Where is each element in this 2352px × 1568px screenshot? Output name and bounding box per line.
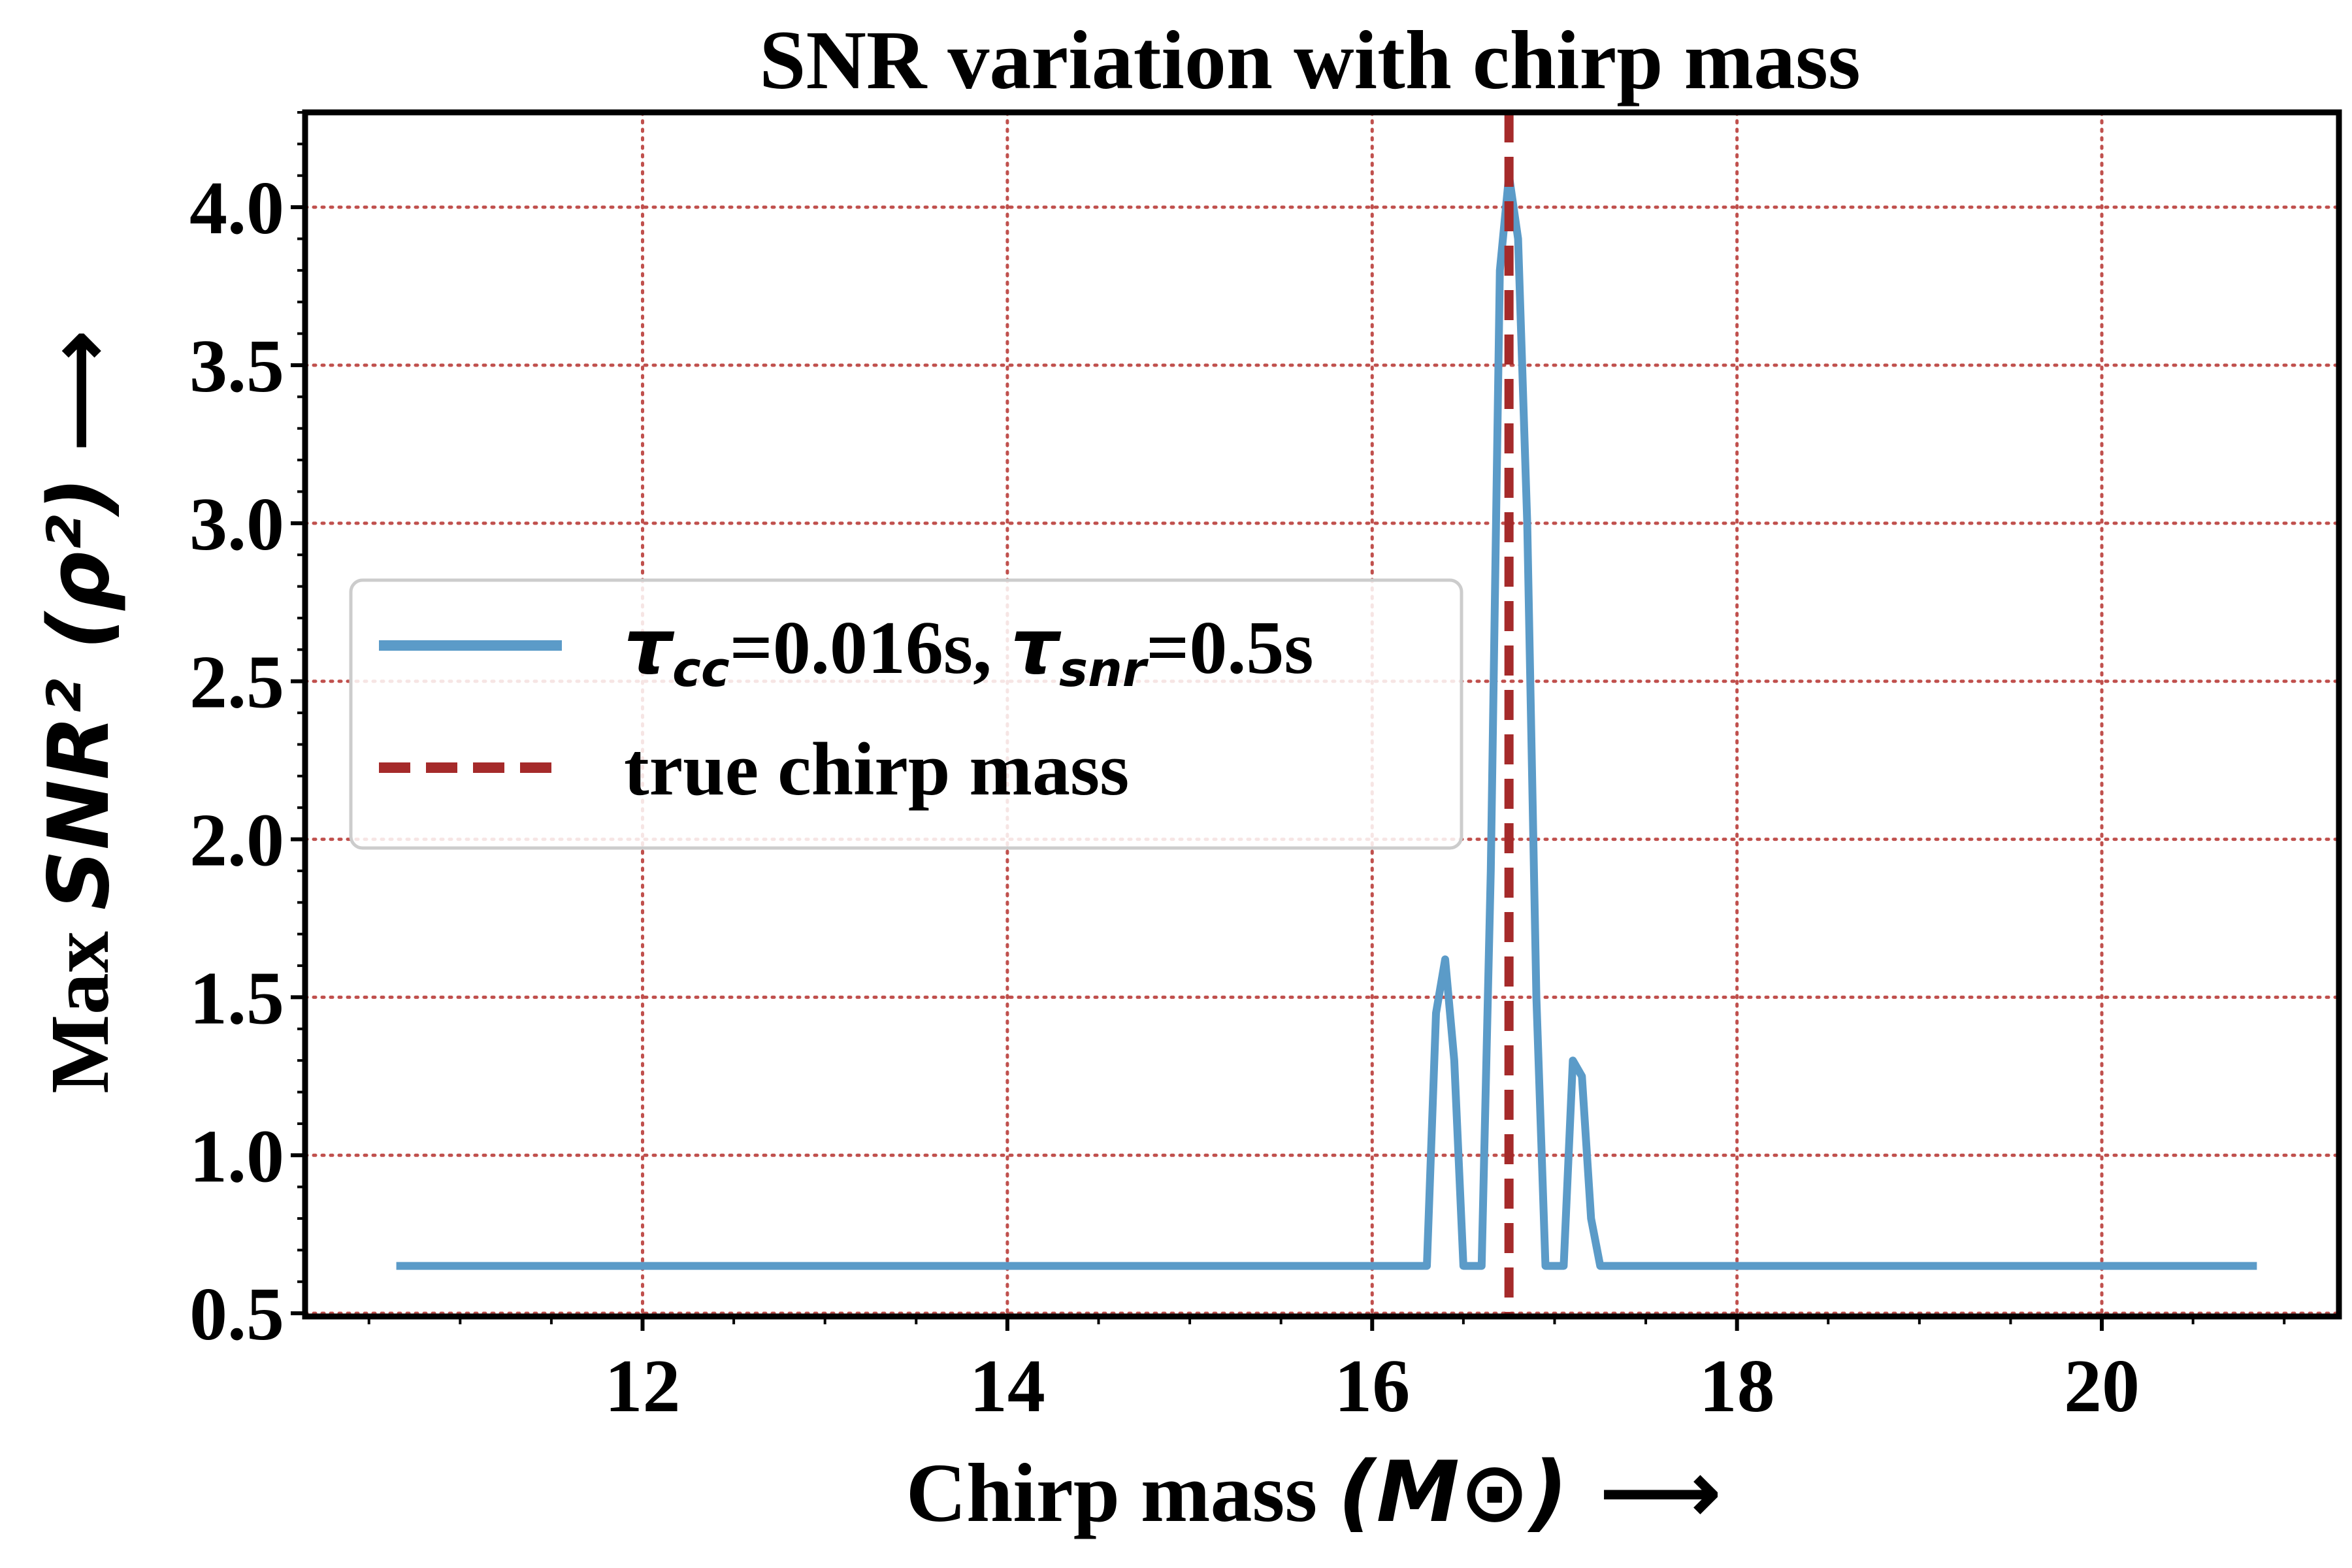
y-axis-label-math: SNR² (ρ²) <box>31 477 128 910</box>
y-tick-label: 1.0 <box>189 1115 284 1198</box>
x-tick-label: 16 <box>1334 1345 1410 1428</box>
y-axis-label-text: Max <box>33 910 126 1094</box>
plot-lines <box>396 112 2257 1316</box>
x-tick-label: 18 <box>1699 1345 1775 1428</box>
legend-box <box>349 578 1463 850</box>
y-tick-label: 0.5 <box>189 1273 284 1356</box>
y-tick-label: 3.0 <box>189 483 284 566</box>
x-axis-label: Chirp mass (M⊙) ⟶ <box>906 1444 1721 1541</box>
y-axis-arrow: ⟶ <box>33 331 126 451</box>
y-tick-label: 3.5 <box>189 325 284 408</box>
legend: τcc=0.016s, τsnr=0.5s true chirp mass <box>349 578 1463 850</box>
legend-label-snr: τcc=0.016s, τsnr=0.5s <box>624 603 1314 698</box>
y-tick-label: 2.5 <box>189 641 284 725</box>
y-tick-label: 2.0 <box>189 799 284 883</box>
x-tick-label: 12 <box>605 1345 681 1428</box>
chart-title: SNR variation with chirp mass <box>759 14 1860 106</box>
y-axis-label: Max SNR² (ρ²) ⟶ <box>31 331 128 1094</box>
y-tick-label: 1.5 <box>189 956 284 1040</box>
x-tick-labels: 12 14 16 18 20 <box>605 1345 2140 1428</box>
x-axis-label-math: (M⊙) <box>1338 1444 1568 1541</box>
x-tick-label: 14 <box>970 1345 1045 1428</box>
x-tick-label: 20 <box>2064 1345 2140 1428</box>
x-axis-label-text: Chirp mass <box>906 1446 1338 1539</box>
y-tick-labels: 0.5 1.0 1.5 2.0 2.5 3.0 3.5 4.0 <box>189 167 284 1356</box>
plot-frame <box>302 109 2342 1320</box>
x-axis-arrow: ⟶ <box>1601 1446 1721 1539</box>
legend-label-true-chirp: true chirp mass <box>624 728 1129 811</box>
y-tick-label: 4.0 <box>189 167 284 250</box>
